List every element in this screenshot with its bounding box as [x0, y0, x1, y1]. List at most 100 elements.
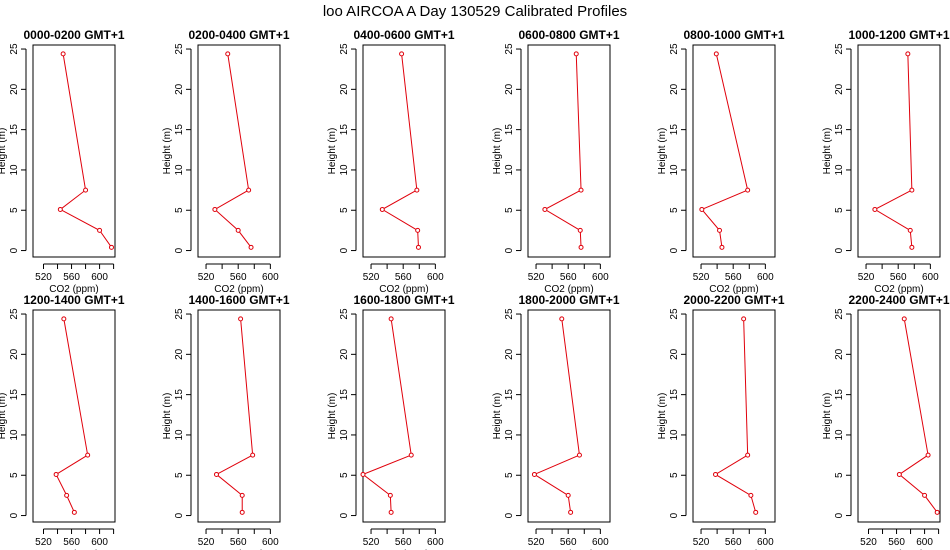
chart-1-y-tick-label: 25 — [9, 43, 20, 55]
chart-8-point-4 — [239, 492, 245, 498]
chart-5-point-3 — [699, 206, 705, 212]
chart-3-x-label: CO2 (ppm) — [379, 284, 428, 295]
chart-8-y-label: Height (m) — [162, 393, 173, 440]
chart-11-point-3 — [713, 471, 719, 477]
chart-6-point-4 — [907, 227, 913, 233]
chart-12-y-tick-label: 5 — [834, 472, 845, 478]
chart-8-title: 1400-1600 GMT+1 — [188, 293, 289, 307]
chart-7-point-5 — [71, 509, 77, 515]
chart-2-point-4 — [235, 227, 241, 233]
chart-5-y-tick-label: 0 — [669, 247, 680, 253]
chart-5-plot-frame — [692, 44, 776, 258]
chart-3-x-tick-label: 520 — [363, 272, 380, 283]
chart-3-point-5 — [415, 244, 421, 250]
chart-1-y-tick-label: 10 — [9, 164, 20, 176]
chart-7-plot-frame — [32, 309, 116, 523]
chart-5-y-tick-label: 25 — [669, 43, 680, 55]
chart-11-plot-frame — [692, 309, 776, 523]
chart-7-y-tick-label: 20 — [9, 348, 20, 360]
chart-4-y-tick-label: 10 — [504, 164, 515, 176]
chart-12-plot-frame — [857, 309, 941, 523]
chart-1-y-tick-label: 20 — [9, 83, 20, 95]
chart-5-y-tick-label: 20 — [669, 83, 680, 95]
chart-3-point-2 — [414, 187, 420, 193]
chart-6-x-label: CO2 (ppm) — [874, 284, 923, 295]
chart-11-point-1 — [741, 316, 747, 322]
chart-6-point-3 — [872, 206, 878, 212]
chart-7-y-tick-label: 25 — [9, 308, 20, 320]
chart-12-y-tick-label: 15 — [834, 389, 845, 401]
chart-6-point-5 — [909, 244, 915, 250]
chart-1-point-2 — [83, 187, 89, 193]
chart-4-point-2 — [578, 187, 584, 193]
chart-7-point-3 — [53, 471, 59, 477]
chart-10-y-tick-label: 15 — [504, 389, 515, 401]
chart-12-y-tick-label: 10 — [834, 429, 845, 441]
chart-3-title: 0400-0600 GMT+1 — [353, 28, 454, 42]
chart-12-y-tick-label: 25 — [834, 308, 845, 320]
chart-9-x-tick-label: 560 — [395, 537, 412, 548]
chart-11-point-5 — [753, 509, 759, 515]
chart-8-y-tick-label: 0 — [174, 512, 185, 518]
chart-8-point-5 — [239, 509, 245, 515]
chart-5-x-tick-label: 520 — [693, 272, 710, 283]
chart-4-y-tick-label: 20 — [504, 83, 515, 95]
chart-6-x-tick-label: 600 — [922, 272, 939, 283]
chart-7-x-tick-label: 600 — [91, 537, 108, 548]
chart-1-plot-frame — [32, 44, 116, 258]
chart-12-point-4 — [922, 492, 928, 498]
chart-9-y-tick-label: 15 — [339, 389, 350, 401]
chart-11-x-tick-label: 520 — [693, 537, 710, 548]
chart-7-series-line — [55, 318, 89, 513]
chart-5-x-tick-label: 600 — [757, 272, 774, 283]
chart-2-point-1 — [225, 51, 231, 57]
chart-3-plot-frame — [362, 44, 446, 258]
chart-12-x-tick-label: 560 — [888, 537, 905, 548]
chart-10-y-label: Height (m) — [492, 393, 503, 440]
chart-3-y-tick-label: 25 — [339, 43, 350, 55]
chart-10-title: 1800-2000 GMT+1 — [518, 293, 619, 307]
chart-3-y-tick-label: 15 — [339, 124, 350, 136]
chart-3-point-1 — [399, 51, 405, 57]
chart-8-point-2 — [250, 452, 256, 458]
chart-2-y-tick-label: 5 — [174, 207, 185, 213]
chart-12-series-line — [898, 318, 938, 513]
chart-8-y-tick-label: 5 — [174, 472, 185, 478]
chart-4-point-1 — [573, 51, 579, 57]
chart-3-series-line — [381, 53, 419, 248]
chart-11-y-label: Height (m) — [657, 393, 668, 440]
chart-2-title: 0200-0400 GMT+1 — [188, 28, 289, 42]
chart-12-y-label: Height (m) — [822, 393, 833, 440]
chart-1-y-label: Height (m) — [0, 128, 8, 175]
chart-12-point-2 — [925, 452, 931, 458]
chart-5-point-5 — [719, 244, 725, 250]
chart-6-plot-frame — [857, 44, 941, 258]
chart-6-y-tick-label: 0 — [834, 247, 845, 253]
chart-2-y-label: Height (m) — [162, 128, 173, 175]
chart-5-x-label: CO2 (ppm) — [709, 284, 758, 295]
chart-2-y-tick-label: 0 — [174, 247, 185, 253]
chart-1-point-4 — [97, 227, 103, 233]
chart-4-y-label: Height (m) — [492, 128, 503, 175]
chart-9-y-label: Height (m) — [327, 393, 338, 440]
chart-3-x-tick-label: 560 — [395, 272, 412, 283]
chart-1-y-tick-label: 5 — [9, 207, 20, 213]
chart-8-x-tick-label: 520 — [198, 537, 215, 548]
chart-2-point-5 — [248, 244, 254, 250]
chart-6-x-tick-label: 520 — [858, 272, 875, 283]
chart-6-point-1 — [905, 51, 911, 57]
chart-11-y-tick-label: 10 — [669, 429, 680, 441]
chart-2-x-tick-label: 560 — [230, 272, 247, 283]
chart-1-y-tick-label: 15 — [9, 124, 20, 136]
chart-8-y-tick-label: 10 — [174, 429, 185, 441]
chart-10-y-tick-label: 10 — [504, 429, 515, 441]
chart-9-y-tick-label: 20 — [339, 348, 350, 360]
chart-10-y-tick-label: 20 — [504, 348, 515, 360]
chart-10-point-3 — [531, 471, 537, 477]
chart-11-y-tick-label: 20 — [669, 348, 680, 360]
chart-9-point-5 — [388, 509, 394, 515]
